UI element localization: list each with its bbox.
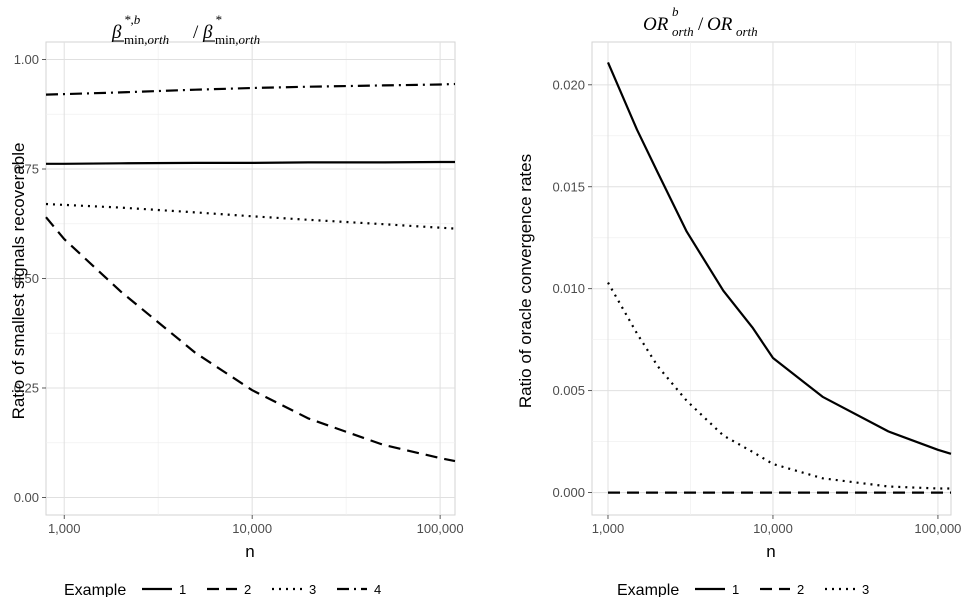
right-plot-area [591, 41, 952, 516]
left-gridlines [46, 42, 455, 515]
title-or-num: OR [643, 14, 669, 35]
y-tick-label: 0.005 [552, 383, 585, 398]
legend-label-example-1: 1 [732, 582, 739, 597]
legend-label-example-3: 3 [862, 582, 869, 597]
title-or-num-superscript: b [672, 4, 679, 19]
y-tick-label: 1.00 [14, 52, 39, 67]
title-beta-num: β [111, 22, 122, 43]
right-y-tick-labels: 0.000 0.005 0.010 0.015 0.020 [552, 77, 592, 500]
x-tick-label: 100,000 [914, 521, 961, 536]
title-beta-den-subscript: min,orth [215, 32, 260, 47]
right-gridlines [592, 42, 951, 515]
title-beta-num-subscript: min,orth [124, 32, 169, 47]
title-slash: / [193, 22, 199, 43]
legend-label-example-2: 2 [244, 582, 251, 597]
y-tick-label: 0.010 [552, 281, 585, 296]
series-line-example-1 [46, 160, 455, 165]
title-beta-den: β [202, 22, 213, 43]
legend-label-example-1: 1 [179, 582, 186, 597]
right-series-lines [606, 61, 952, 494]
title-or-slash: / [698, 14, 704, 35]
y-tick-label: 0.015 [552, 179, 585, 194]
x-tick-label: 10,000 [232, 521, 272, 536]
left-x-tick-labels: 1,000 10,000 100,000 [48, 515, 464, 536]
y-tick-label: 0.020 [552, 77, 585, 92]
y-tick-label: 0.25 [14, 380, 39, 395]
left-panel-title: β *,b min,orth / β * min,orth [111, 12, 260, 47]
y-tick-label: 0.75 [14, 162, 39, 177]
title-beta-num-superscript: *,b [124, 12, 141, 27]
y-tick-label: 0.00 [14, 490, 39, 505]
title-beta-den-superscript: * [215, 12, 222, 27]
right-legend: Example 1 2 3 [617, 582, 869, 599]
right-y-axis-title: Ratio of oracle convergence rates [516, 154, 535, 408]
title-or-den: OR [707, 14, 733, 35]
series-line-example-1 [606, 61, 952, 455]
y-tick-label: 0.000 [552, 485, 585, 500]
legend-label-example-2: 2 [797, 582, 804, 597]
legend-label-example-3: 3 [309, 582, 316, 597]
series-line-example-2 [45, 216, 456, 463]
series-line-example-3 [607, 282, 951, 490]
legend-title: Example [617, 582, 679, 597]
right-panel-title: OR b orth / OR orth [643, 4, 758, 39]
x-tick-label: 1,000 [592, 521, 625, 536]
left-y-tick-labels: 0.00 0.25 0.50 0.75 1.00 [14, 52, 46, 505]
left-panel: 0.000.250.500.751.00 1,000 10,000 100,000 … [9, 12, 464, 599]
legend-title: Example [64, 582, 126, 597]
x-tick-label: 1,000 [48, 521, 81, 536]
right-x-axis-title: n [766, 542, 775, 561]
left-series-lines [45, 82, 456, 463]
y-tick-label: 0.50 [14, 271, 39, 286]
right-panel: 0.000 0.005 0.010 0.015 0.020 1,000 10,000 100… [516, 4, 961, 599]
left-x-axis-title: n [245, 542, 254, 561]
left-y-axis-title: Ratio of smallest signals recoverable [9, 143, 28, 420]
title-or-den-subscript: orth [736, 24, 758, 39]
title-or-num-subscript: orth [672, 24, 694, 39]
x-tick-label: 100,000 [417, 521, 464, 536]
x-tick-label: 10,000 [753, 521, 793, 536]
right-x-tick-labels: 1,000 10,000 100,000 [592, 515, 961, 536]
left-legend: Example 1 2 3 4 [64, 582, 381, 599]
legend-label-example-4: 4 [374, 582, 381, 597]
